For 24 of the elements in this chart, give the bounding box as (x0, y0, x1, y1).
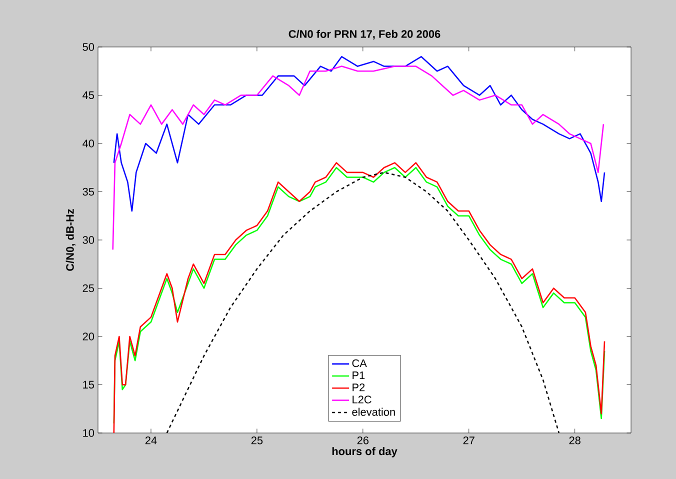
y-tick-label: 35 (82, 188, 94, 196)
y-tick-label: 40 (82, 140, 94, 148)
x-axis-title: hours of day (332, 447, 398, 458)
legend-label: CA (352, 359, 367, 368)
x-tick-label: 24 (145, 436, 157, 444)
line-series (112, 66, 604, 250)
y-tick-label: 20 (82, 332, 94, 340)
y-tick-label: 15 (83, 380, 94, 389)
y-tick-label: 25 (82, 284, 94, 292)
legend-label: L2C (352, 396, 372, 404)
x-tick-label: 27 (463, 436, 474, 444)
y-tick-label: 50 (82, 43, 94, 51)
chart-title: C/N0 for PRN 17, Feb 20 2006 (288, 30, 440, 40)
legend-label: P2 (352, 384, 365, 392)
line-series (113, 56, 606, 212)
y-tick-label: 30 (82, 236, 94, 244)
y-axis-title: C/N0, dB-Hz (66, 209, 76, 271)
legend-label: elevation (352, 408, 395, 416)
x-tick-label: 28 (569, 436, 580, 444)
x-tick-label: 26 (357, 436, 369, 444)
x-tick-label: 25 (251, 436, 263, 444)
y-tick-label: 10 (83, 429, 94, 437)
y-tick-label: 45 (82, 91, 94, 100)
legend-label: P1 (352, 372, 365, 380)
